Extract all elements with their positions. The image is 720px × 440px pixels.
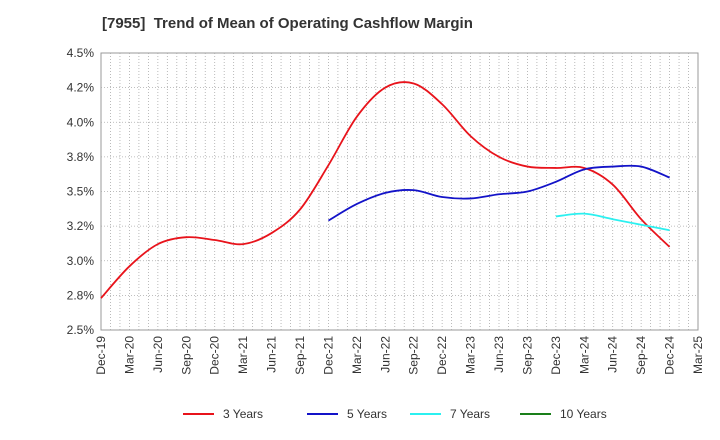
x-tick-label: Sep-21: [293, 336, 307, 375]
x-tick-label: Mar-21: [236, 336, 250, 374]
x-axis-tick-labels: Dec-19 Mar-20 Jun-20 Sep-20 Dec-20 Mar-21 Jun-…: [94, 336, 705, 375]
series-line-3-years: [100, 81, 671, 299]
x-tick-label: Mar-24: [577, 336, 591, 374]
y-tick-label: 2.8%: [67, 288, 95, 302]
x-tick-label: Dec-24: [663, 336, 677, 375]
x-tick-label: Dec-20: [208, 336, 222, 375]
x-tick-label: Mar-20: [122, 336, 136, 374]
x-tick-label: Jun-24: [606, 336, 620, 373]
x-tick-label: Jun-23: [492, 336, 506, 373]
legend-label-5-years: 5 Years: [347, 407, 387, 421]
chart-title: [7955] Trend of Mean of Operating Cashfl…: [102, 15, 473, 32]
legend-label-3-years: 3 Years: [223, 407, 263, 421]
y-axis-tick-labels: 2.5% 2.8% 3.0% 3.2% 3.5% 3.8% 4.0% 4.2% 4.5%: [67, 46, 95, 337]
y-tick-label: 2.5%: [67, 323, 95, 337]
y-tick-label: 4.5%: [67, 46, 95, 60]
y-tick-label: 4.2%: [67, 81, 95, 95]
series-line-7-years: [555, 212, 670, 232]
x-tick-label: Dec-22: [435, 336, 449, 375]
x-tick-label: Sep-23: [520, 336, 534, 375]
legend-label-7-years: 7 Years: [450, 407, 490, 421]
x-tick-label: Dec-23: [549, 336, 563, 375]
x-tick-label: Mar-25: [691, 336, 705, 374]
x-tick-label: Mar-22: [350, 336, 364, 374]
x-tick-label: Jun-21: [265, 336, 279, 373]
legend-label-10-years: 10 Years: [560, 407, 607, 421]
series-line-5-years: [327, 164, 670, 222]
x-tick-label: Dec-21: [321, 336, 335, 375]
y-tick-label: 4.0%: [67, 115, 95, 129]
legend: 3 Years 5 Years 7 Years 10 Years: [183, 407, 607, 421]
y-tick-label: 3.8%: [67, 150, 95, 164]
x-tick-label: Dec-19: [94, 336, 108, 375]
y-tick-label: 3.0%: [67, 254, 95, 268]
x-tick-label: Jun-20: [151, 336, 165, 373]
x-tick-label: Sep-22: [407, 336, 421, 375]
x-tick-label: Sep-24: [634, 336, 648, 375]
series-lines: [100, 81, 671, 299]
x-tick-label: Sep-20: [179, 336, 193, 375]
y-tick-label: 3.5%: [67, 185, 95, 199]
x-tick-label: Jun-22: [378, 336, 392, 373]
y-tick-label: 3.2%: [67, 219, 95, 233]
x-tick-label: Mar-23: [464, 336, 478, 374]
